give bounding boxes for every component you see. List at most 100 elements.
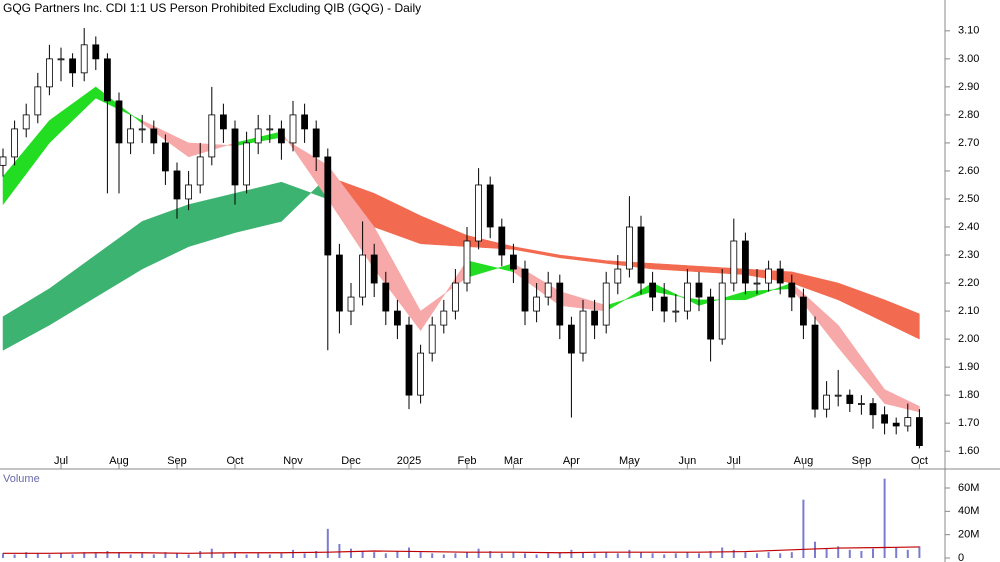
candle-body: [393, 310, 401, 326]
volume-bar: [13, 554, 16, 558]
candle-body: [22, 114, 30, 130]
volume-bar: [268, 554, 271, 558]
candle-body: [138, 128, 146, 131]
volume-bar: [860, 551, 863, 558]
candle-body: [765, 268, 772, 284]
volume-bar: [802, 499, 805, 558]
y-tick-label: 2.50: [958, 193, 979, 205]
volume-bar: [245, 554, 248, 558]
candle-body: [811, 324, 819, 410]
volume-bar: [837, 546, 840, 558]
x-tick-label: Jun: [679, 455, 697, 467]
volume-bar: [419, 552, 422, 558]
y-tick-label: 2.00: [958, 333, 979, 345]
volume-bar: [152, 554, 155, 558]
candle-body: [463, 240, 471, 284]
candle-body: [858, 403, 865, 405]
volume-bar: [118, 552, 120, 558]
y-tick-label: 2.20: [958, 277, 979, 289]
volume-bar: [292, 549, 294, 558]
candle-body: [556, 282, 564, 326]
candle-body: [208, 114, 216, 158]
volume-bar: [187, 554, 190, 558]
candle-body: [0, 156, 7, 166]
candle-body: [834, 394, 842, 397]
volume-bar: [628, 549, 631, 558]
candle-body: [289, 114, 297, 144]
y-tick-label: 2.30: [958, 249, 979, 261]
candle-body: [11, 128, 19, 158]
candle-body: [46, 58, 53, 88]
candle-body: [440, 310, 448, 326]
x-tick-label: Aug: [794, 455, 814, 467]
candle-body: [730, 240, 738, 284]
candle-body: [34, 86, 42, 116]
candle-body: [776, 268, 784, 284]
candle-body: [451, 282, 459, 312]
candle-body: [405, 324, 413, 396]
volume-bar: [558, 552, 561, 558]
volume-bar: [872, 548, 874, 558]
volume-bar: [477, 548, 480, 558]
volume-bar: [48, 554, 51, 558]
volume-bar: [790, 552, 793, 558]
volume-bar: [814, 541, 816, 558]
volume-bar: [280, 553, 283, 558]
candle-body: [277, 128, 285, 144]
candle-body: [417, 352, 425, 396]
x-tick-label: Apr: [563, 455, 580, 467]
candle-body: [486, 184, 494, 228]
candle-body: [718, 282, 726, 340]
x-tick-label: Oct: [911, 455, 928, 467]
volume-bar: [326, 528, 329, 558]
y-tick-label: 2.40: [958, 221, 979, 233]
volume-bar: [640, 552, 642, 558]
candle-body: [695, 282, 703, 298]
candle-body: [475, 184, 483, 242]
candle-body: [266, 128, 274, 131]
y-tick-label: 1.90: [958, 361, 979, 373]
y-tick-label: 3.00: [958, 53, 979, 65]
volume-bar: [547, 553, 550, 558]
volume-bar: [164, 552, 167, 558]
y-tick-label: 1.70: [958, 417, 979, 429]
candle-body: [707, 296, 714, 340]
candle-body: [881, 414, 888, 424]
candle-body: [579, 310, 587, 354]
volume-bar: [721, 547, 724, 558]
candle-body: [301, 114, 309, 130]
volume-bar: [570, 549, 573, 558]
candle-body: [660, 296, 668, 312]
candle-body: [161, 142, 169, 172]
candle-body: [846, 394, 854, 404]
volume-bar: [825, 548, 828, 558]
x-tick-label: 2025: [397, 455, 421, 467]
volume-bar: [906, 549, 909, 558]
candle-body: [173, 170, 181, 200]
candle-body: [57, 58, 65, 61]
y-tick-label: 2.70: [958, 137, 979, 149]
candle-body: [533, 296, 540, 312]
volume-bar: [466, 552, 468, 558]
candle-body: [637, 226, 645, 284]
volume-bar: [234, 552, 236, 558]
volume-bar: [605, 552, 608, 558]
volume-bar: [60, 553, 62, 558]
y-tick-label: 40M: [958, 505, 979, 517]
volume-bar: [431, 553, 434, 558]
candle-body: [382, 282, 390, 312]
candle-body: [649, 282, 656, 298]
volume-ma-line: [3, 546, 920, 554]
y-tick-label: 2.60: [958, 165, 979, 177]
volume-bar: [396, 551, 399, 558]
candle-body: [115, 100, 123, 144]
x-tick-label: Jul: [54, 455, 68, 467]
candle-body: [916, 417, 923, 446]
volume-bar: [454, 553, 457, 558]
candle-body: [626, 226, 633, 270]
candle-body: [602, 282, 610, 326]
x-tick-label: Dec: [341, 455, 361, 467]
y-tick-label: 3.10: [958, 25, 979, 37]
volume-bar: [222, 553, 225, 558]
